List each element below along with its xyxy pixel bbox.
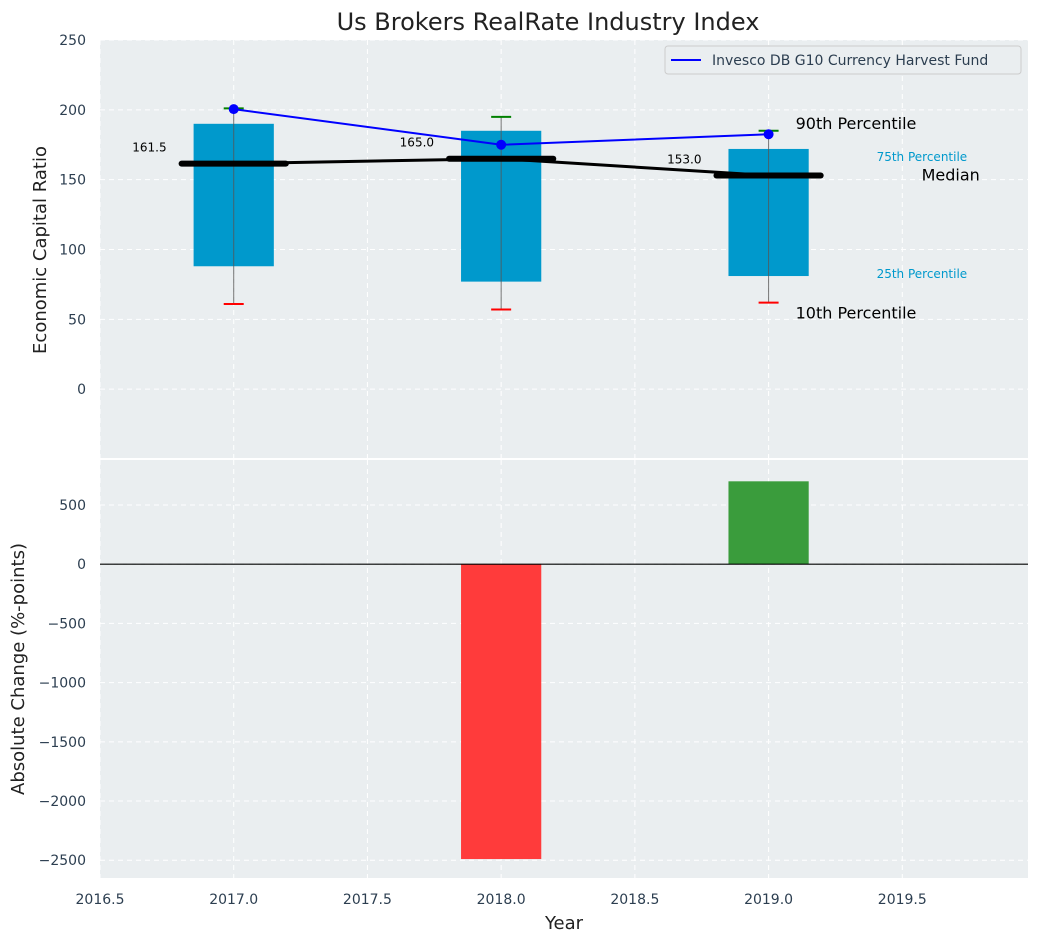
top-y-tick-label: 200 — [59, 103, 86, 119]
annotation-75th: 75th Percentile — [877, 150, 968, 164]
x-tick-label: 2016.5 — [76, 892, 125, 908]
top-y-tick-label: 250 — [59, 33, 86, 49]
legend: Invesco DB G10 Currency Harvest Fund — [664, 45, 1022, 75]
bottom-panel-background — [100, 460, 1028, 878]
bottom-y-tick-label: −500 — [48, 616, 86, 632]
x-tick-label: 2017.5 — [343, 892, 392, 908]
bottom-y-tick-label: −1000 — [39, 676, 86, 692]
x-axis-label: Year — [544, 913, 584, 934]
annotation-median: Median — [922, 165, 980, 184]
bottom-y-axis-label: Absolute Change (%-points) — [8, 543, 29, 795]
x-tick-label: 2017.0 — [209, 892, 258, 908]
legend-label-fund: Invesco DB G10 Currency Harvest Fund — [712, 53, 988, 69]
top-y-tick-label: 0 — [77, 382, 86, 398]
bottom-y-tick-label: 0 — [77, 557, 86, 573]
bottom-y-tick-label: −2000 — [39, 794, 86, 810]
fund-series-point — [763, 129, 774, 140]
annotation-90th: 90th Percentile — [796, 114, 917, 133]
median-value-label: 153.0 — [667, 152, 701, 166]
median-trend-line — [233, 157, 769, 177]
top-y-axis-label: Economic Capital Ratio — [30, 146, 51, 354]
annotation-25th: 25th Percentile — [877, 267, 968, 281]
median-value-label: 161.5 — [132, 141, 166, 155]
fund-series-point — [496, 139, 507, 150]
bottom-y-tick-label: 500 — [59, 498, 86, 514]
top-y-tick-label: 100 — [59, 243, 86, 259]
top-y-tick-label: 150 — [59, 173, 86, 189]
bottom-y-tick-label: −1500 — [39, 735, 86, 751]
x-tick-label: 2019.0 — [744, 892, 793, 908]
annotation-10th: 10th Percentile — [796, 304, 917, 323]
median-value-label: 165.0 — [400, 136, 434, 150]
chart-title: Us Brokers RealRate Industry Index — [337, 8, 760, 36]
x-tick-label: 2018.0 — [477, 892, 526, 908]
x-tick-label: 2018.5 — [610, 892, 659, 908]
x-axis: 2016.5 2017.0 2017.5 2018.0 2018.5 2019.0 2019… — [76, 892, 927, 908]
change-bar-0 — [461, 564, 542, 860]
top-y-tick-label: 50 — [68, 312, 86, 328]
x-tick-label: 2019.5 — [878, 892, 927, 908]
bottom-y-tick-label: −2500 — [39, 853, 86, 869]
fund-series-point — [228, 104, 239, 115]
change-bar-1 — [728, 481, 809, 565]
top-panel: 161.5 165.0 153.0 90th Percentile 75th Perc… — [30, 33, 1028, 459]
bottom-panel: 500 0 −500 −1000 −1500 −2000 −2500 Absolute Ch… — [8, 460, 1028, 878]
legend-frame — [664, 45, 1022, 75]
